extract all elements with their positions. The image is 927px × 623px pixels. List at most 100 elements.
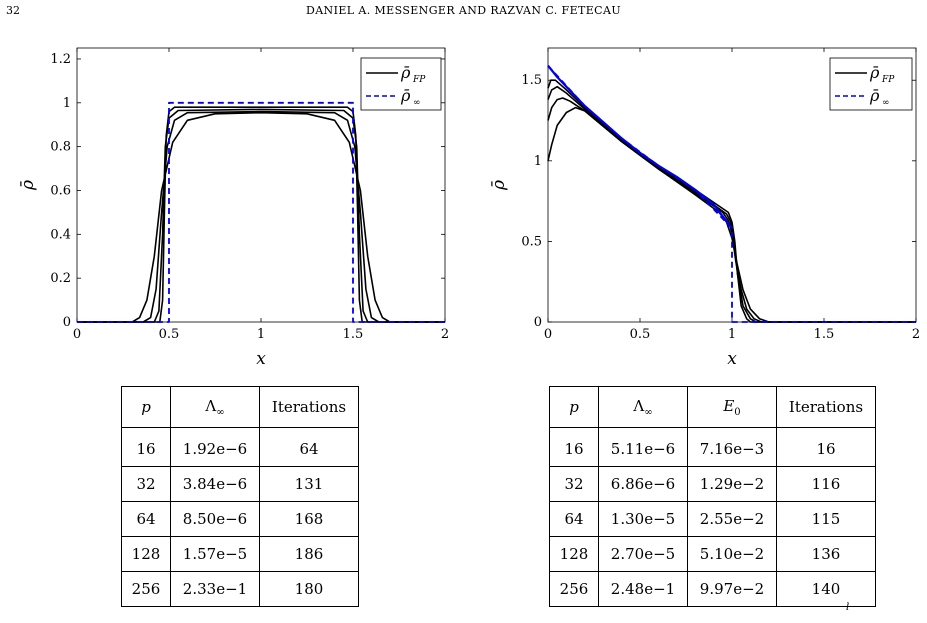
cell-e0: 1.29e−2: [687, 466, 777, 502]
table-row: 256 2.33e−1 180: [121, 571, 359, 607]
chart1-series-line-0: [77, 111, 445, 323]
chart2-legend-sub: ∞: [882, 98, 890, 108]
chart2-x-tick-label: 1: [728, 327, 736, 342]
chart1-legend-label: ρ̄: [400, 63, 411, 82]
chart1-y-tick-label: 0: [63, 315, 71, 330]
chart2-legend-label: ρ̄: [869, 86, 880, 105]
cell-iterations: 140: [776, 571, 876, 607]
chart1-series-line-4: [77, 101, 445, 323]
cell-p: 64: [121, 501, 171, 537]
chart1-legend-sub: ∞: [413, 98, 421, 108]
figure-plots: 0 0.5 1 1.5 200.20.40.60.811.2xρ̄ρ̄ FPρ̄ ∞0 0.5…: [18, 47, 920, 369]
header-lambda-sub: ∞: [644, 406, 653, 418]
cell-iterations: 16: [776, 427, 876, 467]
header-e0-symbol: E: [723, 396, 735, 415]
chart2-x-tick-label: 2: [912, 327, 920, 342]
table-row: 64 8.50e−6 168: [121, 501, 359, 537]
chart1-legend-label: ρ̄: [400, 86, 411, 105]
chart2-legend-sub: FP: [881, 75, 895, 85]
header-e0-sub: 0: [734, 406, 741, 418]
chart1-y-tick-label: 1.2: [50, 52, 71, 67]
running-head: DANIEL A. MESSENGER AND RAZVAN C. FETECA…: [305, 4, 622, 17]
table-row: 32 6.86e−6 1.29e−2 116: [549, 466, 876, 502]
chart1-y-tick-label: 0.2: [50, 271, 71, 286]
header-lambda-sub: ∞: [216, 406, 225, 418]
table-left-header-row: p Λ∞ Iterations: [121, 386, 359, 428]
chart1-x-tick-label: 0.5: [159, 327, 180, 342]
chart2-series-line-1: [547, 97, 916, 323]
cell-lambda: 1.30e−5: [598, 501, 688, 537]
cell-lambda: 2.70e−5: [598, 536, 688, 572]
chart1-y-tick-label: 0.4: [50, 227, 71, 242]
cell-iterations: 136: [776, 536, 876, 572]
cell-p: 128: [549, 536, 599, 572]
chart1-x-tick-label: 1: [257, 327, 265, 342]
chart1-series-line-2: [77, 108, 445, 323]
chart1-legend-box: [360, 57, 442, 111]
header-lambda: Λ∞: [170, 386, 260, 428]
cell-lambda: 6.86e−6: [598, 466, 688, 502]
cell-lambda: 1.92e−6: [170, 427, 260, 467]
cell-iterations: 116: [776, 466, 876, 502]
cell-p: 128: [121, 536, 171, 572]
cell-p: 32: [549, 466, 599, 502]
chart2-x-tick-label: 1.5: [814, 327, 835, 342]
cell-p: 16: [549, 427, 599, 467]
table-right: p Λ∞ E0 Iterations 16 5.11e−6 7.16e−3 16 32 6…: [549, 386, 876, 607]
chart1-series-line-3: [77, 106, 445, 323]
chart1-y-tick-label: 0.6: [50, 183, 71, 198]
chart2-x-axis-label: x: [727, 349, 737, 369]
cell-iterations: 168: [259, 501, 359, 537]
cell-iterations: 115: [776, 501, 876, 537]
chart1-y-tick-label: 0.8: [50, 140, 71, 155]
cell-iterations: 64: [259, 427, 359, 467]
chart2-series-line-0: [547, 106, 916, 323]
table-row: 128 2.70e−5 5.10e−2 136: [549, 536, 876, 572]
cell-p: 256: [121, 571, 171, 607]
chart2-y-tick-label: 0.5: [521, 234, 542, 249]
cell-iterations: 186: [259, 536, 359, 572]
chart1-y-axis-label: ρ̄: [18, 180, 38, 191]
cell-lambda: 8.50e−6: [170, 501, 260, 537]
cell-p: 64: [549, 501, 599, 537]
chart1-x-tick-label: 1.5: [343, 327, 364, 342]
table-row: 16 1.92e−6 64: [121, 427, 359, 467]
header-lambda: Λ∞: [598, 386, 688, 428]
chart2-x-tick-label: 0.5: [630, 327, 651, 342]
cell-e0: 5.10e−2: [687, 536, 777, 572]
table-row: 256 2.48e−1 9.97e−2 140: [549, 571, 876, 607]
chart1-series-line-1: [77, 110, 445, 323]
cell-p: 256: [549, 571, 599, 607]
header-e0: E0: [687, 386, 777, 428]
header-iterations: Iterations: [776, 386, 876, 428]
header-p: p: [549, 386, 599, 428]
header-lambda-symbol: Λ: [205, 396, 217, 415]
table-row: 64 1.30e−5 2.55e−2 115: [549, 501, 876, 537]
header-iterations: Iterations: [259, 386, 359, 428]
cell-iterations: 131: [259, 466, 359, 502]
cell-e0: 9.97e−2: [687, 571, 777, 607]
chart2-legend-box: [829, 57, 913, 111]
cell-lambda: 1.57e−5: [170, 536, 260, 572]
table-row: 16 5.11e−6 7.16e−3 16: [549, 427, 876, 467]
chart2-y-tick-label: 1.5: [521, 73, 542, 88]
chart1-x-tick-label: 2: [441, 327, 449, 342]
cell-lambda: 2.33e−1: [170, 571, 260, 607]
table-row: 128 1.57e−5 186: [121, 536, 359, 572]
table-right-header-row: p Λ∞ E0 Iterations: [549, 386, 876, 428]
cell-e0: 7.16e−3: [687, 427, 777, 467]
header-p: p: [121, 386, 171, 428]
cell-lambda: 5.11e−6: [598, 427, 688, 467]
table-left: p Λ∞ Iterations 16 1.92e−6 64 32 3.84e−6 131 6…: [121, 386, 359, 607]
chart2-legend-label: ρ̄: [869, 63, 880, 82]
chart1-legend-sub: FP: [412, 75, 426, 85]
table-row: 32 3.84e−6 131: [121, 466, 359, 502]
chart2-series-line-3: [547, 79, 916, 323]
cell-lambda: 3.84e−6: [170, 466, 260, 502]
chart2-y-tick-label: 1: [534, 154, 542, 169]
corner-mark: l: [846, 602, 850, 613]
chart2-series-line-5: [547, 65, 733, 230]
chart2-y-tick-label: 0: [534, 315, 542, 330]
cell-p: 16: [121, 427, 171, 467]
cell-e0: 2.55e−2: [687, 501, 777, 537]
